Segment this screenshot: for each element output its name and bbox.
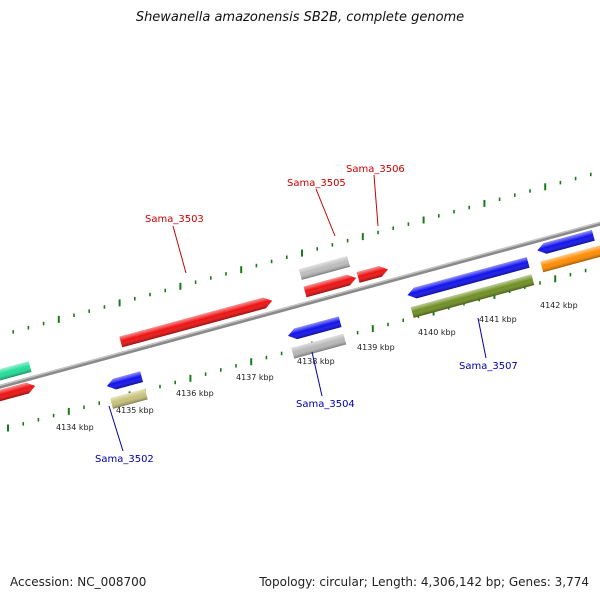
gene-flank-left-green: [0, 361, 32, 390]
feature-band: [0, 230, 600, 410]
leader-sama-3507: [477, 317, 487, 359]
kbp-label-4134: 4134 kbp: [56, 423, 94, 432]
label-leader-lines: [108, 174, 487, 452]
kbp-label-4138: 4138 kbp: [297, 357, 335, 366]
kbp-label-4136: 4136 kbp: [176, 389, 214, 398]
kbp-tick-labels: 4134 kbp 4135 kbp 4136 kbp 4137 kbp 4138…: [56, 301, 578, 432]
label-sama-3502[interactable]: Sama_3502: [95, 454, 154, 465]
gene-sama-3506[interactable]: [356, 264, 390, 283]
label-sama-3506[interactable]: Sama_3506: [346, 164, 405, 175]
kbp-label-4137: 4137 kbp: [236, 373, 274, 382]
gene-sama-3503[interactable]: [119, 295, 273, 348]
map-title: Shewanella amazonensis SB2B, complete ge…: [135, 10, 465, 25]
topology-text: Topology: circular; Length: 4,306,142 bp…: [259, 575, 589, 589]
leader-sama-3504: [311, 351, 323, 397]
label-sama-3503[interactable]: Sama_3503: [145, 214, 204, 225]
leader-sama-3505: [315, 188, 336, 237]
label-sama-3505[interactable]: Sama_3505: [287, 178, 346, 189]
gene-sama-3505[interactable]: [298, 255, 358, 298]
gene-sama-3502[interactable]: [105, 371, 148, 409]
leader-sama-3506: [373, 174, 379, 227]
leader-sama-3503: [172, 225, 187, 274]
genome-backbone: [0, 171, 600, 438]
gene-sama-3507[interactable]: [406, 257, 535, 318]
accession-text: Accession: NC_008700: [10, 575, 147, 589]
kbp-label-4140: 4140 kbp: [418, 328, 456, 337]
kbp-label-4139: 4139 kbp: [357, 343, 395, 352]
upper-scale-row: [12, 172, 592, 334]
kbp-label-4141: 4141 kbp: [479, 315, 517, 324]
kbp-label-4135: 4135 kbp: [116, 406, 154, 415]
kbp-label-4142: 4142 kbp: [540, 301, 578, 310]
gene-flank-right-orange: [540, 243, 600, 273]
gene-flank-right-blue: [537, 230, 595, 254]
label-sama-3504[interactable]: Sama_3504: [296, 399, 355, 410]
gene-flank-left-red: [0, 382, 36, 410]
leader-sama-3502: [108, 405, 124, 452]
gene-labels: Sama_3502 Sama_3503 Sama_3504 Sama_3505 …: [95, 164, 518, 465]
gene-sama-3504[interactable]: [287, 316, 347, 359]
label-sama-3507[interactable]: Sama_3507: [459, 361, 518, 372]
